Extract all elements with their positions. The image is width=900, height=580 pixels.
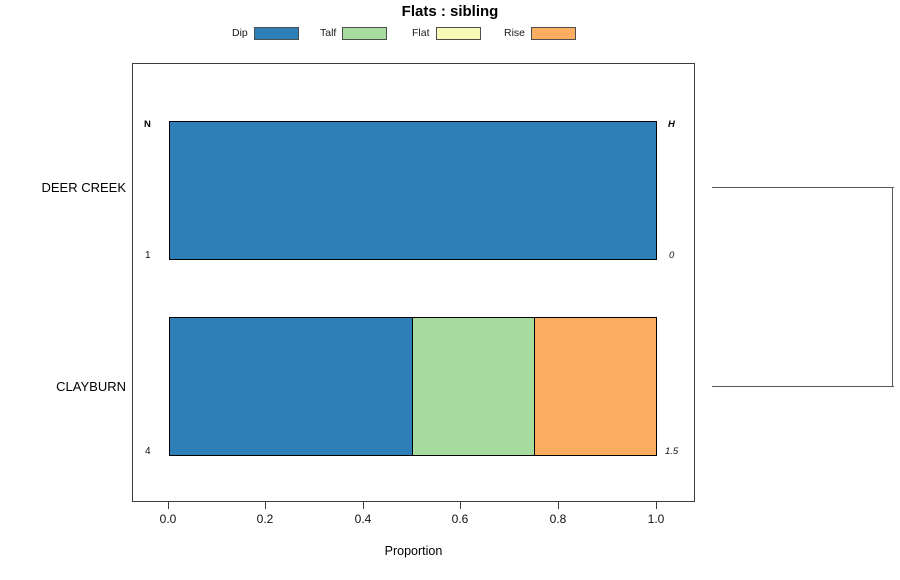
legend-item-rise[interactable]: Rise bbox=[504, 25, 577, 41]
annotation-clayburn-right-bottom: 1.5 bbox=[665, 446, 679, 457]
x-ticklabel-4: 0.8 bbox=[549, 512, 567, 526]
x-tick-1 bbox=[265, 502, 266, 509]
annotation-deer-creek-right-top: H bbox=[668, 119, 675, 130]
x-tick-5 bbox=[656, 502, 657, 509]
x-tick-3 bbox=[460, 502, 461, 509]
bar-clayburn[interactable] bbox=[169, 317, 657, 456]
x-ticklabel-1: 0.2 bbox=[256, 512, 274, 526]
x-ticklabel-5: 1.0 bbox=[647, 512, 665, 526]
annotation-deer-creek-right-bottom: 0 bbox=[669, 250, 675, 261]
plot-area: N 1 H 0 4 1.5 bbox=[132, 63, 695, 502]
bar-segment-talf[interactable] bbox=[413, 318, 535, 455]
bar-segment-dip[interactable] bbox=[170, 318, 413, 455]
annotation-deer-creek-left-top: N bbox=[144, 119, 151, 130]
legend-swatch-dip bbox=[253, 26, 299, 40]
x-tick-2 bbox=[363, 502, 364, 509]
x-tick-0 bbox=[168, 502, 169, 509]
bar-row-deer-creek: N 1 H 0 bbox=[133, 119, 696, 261]
legend-swatch-rise bbox=[531, 26, 577, 40]
chart-legend: Dip Talf Flat Rise bbox=[232, 25, 602, 41]
annotation-deer-creek-left-bottom: 1 bbox=[145, 250, 151, 261]
category-label-deer-creek-wrap: DEER CREEK bbox=[0, 180, 126, 200]
x-tick-4 bbox=[558, 502, 559, 509]
bar-segment-dip[interactable] bbox=[170, 122, 656, 259]
dendrogram-branch-deer-creek bbox=[712, 187, 894, 189]
category-label-clayburn: CLAYBURN bbox=[56, 379, 126, 394]
page-title: Flats : sibling bbox=[401, 3, 499, 20]
x-axis-title: Proportion bbox=[384, 544, 443, 558]
bar-row-clayburn: 4 1.5 bbox=[133, 317, 696, 457]
dendrogram bbox=[700, 160, 900, 410]
x-ticklabel-3: 0.6 bbox=[451, 512, 469, 526]
dendrogram-join bbox=[892, 187, 894, 387]
x-ticklabel-0: 0.0 bbox=[159, 512, 177, 526]
bar-segment-rise[interactable] bbox=[534, 318, 656, 455]
legend-item-talf[interactable]: Talf bbox=[320, 25, 388, 41]
legend-item-flat[interactable]: Flat bbox=[412, 25, 481, 41]
legend-label-rise: Rise bbox=[504, 27, 526, 39]
category-label-clayburn-wrap: CLAYBURN bbox=[0, 379, 126, 399]
legend-swatch-flat bbox=[435, 26, 481, 40]
legend-label-flat: Flat bbox=[412, 27, 430, 39]
legend-item-dip[interactable]: Dip bbox=[232, 25, 299, 41]
legend-label-dip: Dip bbox=[232, 27, 248, 39]
legend-label-talf: Talf bbox=[320, 27, 337, 39]
dendrogram-branch-clayburn bbox=[712, 386, 894, 388]
category-label-deer-creek: DEER CREEK bbox=[41, 180, 126, 195]
x-ticklabel-2: 0.4 bbox=[354, 512, 372, 526]
annotation-clayburn-left-bottom: 4 bbox=[145, 446, 151, 457]
legend-swatch-talf bbox=[342, 26, 388, 40]
bar-deer-creek[interactable] bbox=[169, 121, 657, 260]
